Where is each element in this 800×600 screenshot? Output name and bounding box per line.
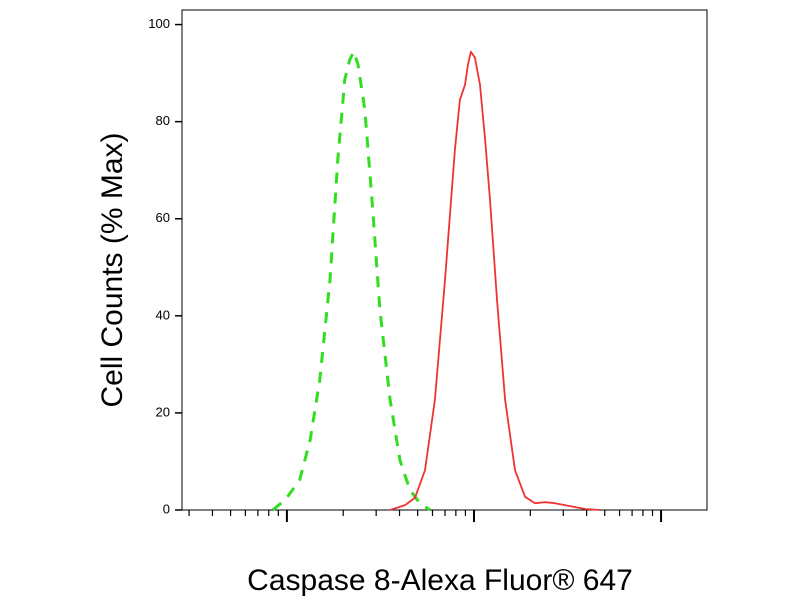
- y-tick-label: 80: [156, 113, 170, 128]
- y-tick-label: 20: [156, 404, 170, 419]
- series-line: [271, 50, 431, 512]
- series-line: [389, 50, 601, 511]
- y-tick-label: 0: [163, 501, 170, 516]
- y-tick-label: 100: [148, 16, 170, 31]
- y-axis-label: Cell Counts (% Max): [96, 132, 129, 407]
- y-tick-label: 60: [156, 210, 170, 225]
- x-axis-label: Caspase 8-Alexa Fluor® 647: [247, 564, 633, 597]
- y-tick-label: 40: [156, 307, 170, 322]
- plot-frame: [181, 9, 708, 511]
